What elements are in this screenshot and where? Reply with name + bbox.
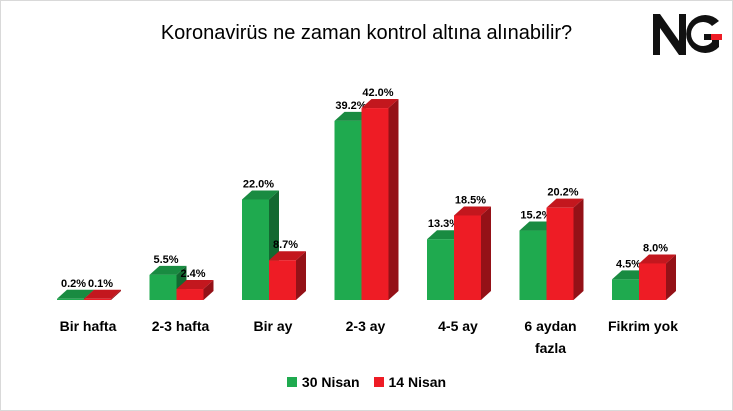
bar-series-2 xyxy=(546,198,584,300)
data-label: 0.2% xyxy=(61,278,86,290)
data-label: 2.4% xyxy=(180,268,205,280)
bar-front xyxy=(176,289,204,300)
bar-side xyxy=(111,289,121,300)
x-tick-label: Bir hafta xyxy=(60,318,117,334)
legend-label-series-2: 14 Nisan xyxy=(388,374,447,390)
bar-group: 15.2% 20.2% xyxy=(519,187,584,300)
x-tick-label: 2-3 hafta xyxy=(152,318,210,334)
bar-top xyxy=(176,280,214,290)
data-label: 4.5% xyxy=(616,258,641,270)
bar-top xyxy=(57,289,94,299)
bar-series-2 xyxy=(176,280,214,300)
x-tick-label: 2-3 ay xyxy=(346,318,386,334)
bar-top xyxy=(639,254,676,264)
bar-series-2 xyxy=(269,251,306,300)
data-label: 5.5% xyxy=(153,254,178,266)
data-label: 8.0% xyxy=(643,242,668,254)
bar-front xyxy=(84,298,111,300)
legend-swatch-series-1 xyxy=(286,377,297,387)
bar-group: 39.2%42.0% xyxy=(334,87,399,300)
bar-series-2 xyxy=(361,99,399,300)
bar-series-2 xyxy=(454,206,491,300)
bar-group: 22.0% 8.7% xyxy=(242,178,306,300)
chart-title: Koronavirüs ne zaman kontrol altına alın… xyxy=(160,22,573,44)
data-label: 20.2% xyxy=(547,187,578,199)
legend-item-series-2: 14 Nisan xyxy=(373,374,447,390)
bar-top xyxy=(546,198,584,208)
bar-series-2 xyxy=(84,289,121,300)
ng-logo: NG xyxy=(653,14,722,55)
x-tick-label: 6 aydan fazla xyxy=(524,318,576,356)
chart-legend: 30 Nisan 14 Nisan xyxy=(0,374,733,390)
bar-top xyxy=(84,289,121,299)
x-tick-label: Bir ay xyxy=(254,318,293,334)
legend-swatch-series-2 xyxy=(373,377,384,387)
bar-front xyxy=(242,199,269,300)
x-tick-label: 4-5 ay xyxy=(438,318,478,334)
legend-label-series-1: 30 Nisan xyxy=(301,374,360,390)
bar-front xyxy=(149,274,177,300)
bar-series-1 xyxy=(242,190,279,300)
data-label: 15.2% xyxy=(520,210,551,222)
bar-front xyxy=(361,108,389,300)
bar-side xyxy=(573,198,584,300)
bar-series-2 xyxy=(639,254,676,300)
bar-front xyxy=(57,298,84,300)
bar-front xyxy=(639,263,666,300)
bar-front xyxy=(269,260,296,300)
bar-side xyxy=(666,254,676,300)
bar-front xyxy=(334,120,362,300)
bar-group: 4.5%8.0% xyxy=(612,242,676,300)
bar-group: 0.2% 0.1% xyxy=(57,278,121,300)
bar-top xyxy=(242,190,279,200)
bar-side xyxy=(296,251,306,300)
x-tick-label: Fikrim yok xyxy=(608,318,678,334)
data-label: 8.7% xyxy=(273,239,298,251)
legend-item-series-1: 30 Nisan xyxy=(286,374,360,390)
bar-group: 13.3% 18.5% xyxy=(427,194,491,300)
bar-front xyxy=(427,239,454,300)
data-label: 42.0% xyxy=(362,87,393,99)
bar-front xyxy=(612,279,639,300)
bar-top xyxy=(149,265,187,275)
bar-side xyxy=(481,206,491,300)
bar-top xyxy=(269,251,306,261)
bar-front xyxy=(519,230,547,300)
data-label: 13.3% xyxy=(428,218,459,230)
bar-group: 5.5%2.4% xyxy=(149,254,214,300)
bar-front xyxy=(454,215,481,300)
data-label: 18.5% xyxy=(455,194,486,206)
bar-side xyxy=(388,99,399,300)
data-label: 22.0% xyxy=(243,178,274,190)
bar-front xyxy=(546,207,574,300)
bar-side xyxy=(203,280,214,300)
data-label: 39.2% xyxy=(335,100,366,112)
bar-top xyxy=(454,206,491,216)
bar-top xyxy=(361,99,399,109)
data-label: 0.1% xyxy=(88,278,113,290)
